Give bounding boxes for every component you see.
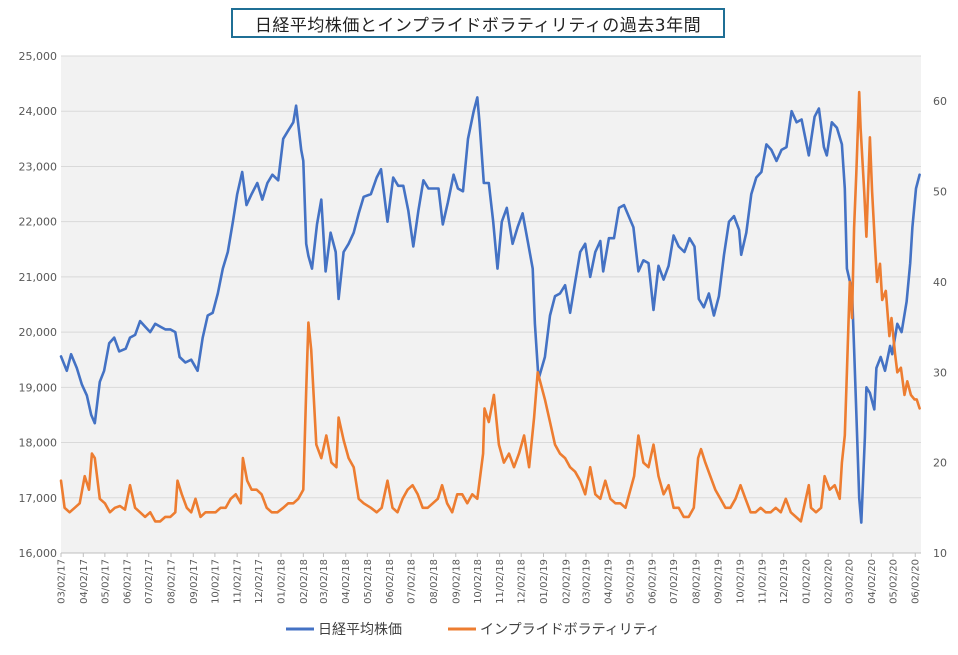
y-tick-left: 23,000	[19, 160, 58, 173]
y-tick-left: 21,000	[19, 271, 58, 284]
left-axis: 16,000 17,000 18,000 19,000 20,000 21,000 22,0…	[19, 50, 58, 560]
x-tick-label: 11/02/17	[233, 559, 244, 604]
x-tick-label: 06/02/19	[648, 559, 659, 604]
x-tick-label: 03/02/18	[319, 559, 330, 604]
x-tick-label: 05/02/19	[625, 559, 636, 604]
x-tick-label: 02/02/19	[561, 559, 572, 604]
x-tick-label: 08/02/19	[691, 559, 702, 604]
legend-label: インプライドボラティリティ	[480, 622, 660, 638]
x-tick-label: 03/02/20	[845, 559, 856, 604]
x-tick-label: 12/02/17	[254, 559, 265, 604]
x-tick-label: 08/02/18	[429, 559, 440, 604]
x-tick-label: 01/02/20	[801, 559, 812, 604]
right-axis: 10 20 30 40 50 60	[933, 95, 947, 560]
y-tick-right: 10	[933, 547, 947, 560]
x-tick-label: 06/02/18	[385, 559, 396, 604]
x-tick-label: 12/02/18	[517, 559, 528, 604]
y-tick-left: 25,000	[19, 50, 58, 63]
x-tick-label: 04/02/17	[79, 559, 90, 604]
x-tick-label: 10/02/19	[735, 559, 746, 604]
y-tick-left: 18,000	[19, 437, 58, 450]
x-tick-label: 09/02/17	[189, 559, 200, 604]
x-tick-label: 07/02/17	[144, 559, 155, 604]
y-tick-left: 20,000	[19, 326, 58, 339]
gridlines	[61, 55, 921, 554]
y-tick-left: 24,000	[19, 105, 58, 118]
x-tick-label: 08/02/17	[167, 559, 178, 604]
x-tick-label: 10/02/18	[473, 559, 484, 604]
series-line-nikkei	[59, 96, 921, 524]
x-tick-label: 05/02/18	[363, 559, 374, 604]
x-tick-label: 04/02/18	[341, 559, 352, 604]
plot-area	[61, 56, 921, 553]
y-tick-right: 60	[933, 95, 947, 108]
x-tick-label: 10/02/17	[210, 559, 221, 604]
series-line-implied-volatility	[59, 90, 921, 523]
y-tick-right: 30	[933, 366, 947, 379]
x-tick-label: 07/02/19	[669, 559, 680, 604]
x-axis: 03/02/17 04/02/17 05/02/17 06/02/17 07/02/17…	[57, 552, 922, 604]
series-layer	[59, 90, 921, 524]
y-tick-right: 50	[933, 186, 947, 199]
x-tick-label: 01/02/18	[277, 559, 288, 604]
x-tick-label: 07/02/18	[407, 559, 418, 604]
x-tick-label: 02/02/18	[299, 559, 310, 604]
x-tick-label: 05/02/20	[888, 559, 899, 604]
legend-label: 日経平均株価	[318, 622, 402, 638]
y-tick-left: 19,000	[19, 381, 58, 394]
y-tick-right: 40	[933, 276, 947, 289]
x-tick-label: 06/02/17	[123, 559, 134, 604]
x-tick-label: 04/02/20	[867, 559, 878, 604]
x-tick-label: 12/02/19	[779, 559, 790, 604]
x-tick-label: 06/02/20	[911, 559, 922, 604]
x-tick-label: 03/02/17	[57, 559, 68, 604]
x-tick-label: 04/02/19	[604, 559, 615, 604]
y-tick-right: 20	[933, 457, 947, 470]
legend: 日経平均株価 インプライドボラティリティ	[286, 622, 660, 638]
x-tick-label: 01/02/19	[539, 559, 550, 604]
x-tick-label: 09/02/18	[451, 559, 462, 604]
x-tick-label: 03/02/19	[581, 559, 592, 604]
y-tick-left: 22,000	[19, 216, 58, 229]
x-tick-label: 11/02/19	[758, 559, 769, 604]
y-tick-left: 17,000	[19, 492, 58, 505]
x-tick-label: 02/02/20	[824, 559, 835, 604]
x-tick-label: 05/02/17	[100, 559, 111, 604]
y-tick-left: 16,000	[19, 547, 58, 560]
chart-title: 日経平均株価とインプライドボラティリティの過去3年間	[231, 8, 725, 38]
x-tick-label: 09/02/19	[714, 559, 725, 604]
x-tick-label: 11/02/18	[495, 559, 506, 604]
